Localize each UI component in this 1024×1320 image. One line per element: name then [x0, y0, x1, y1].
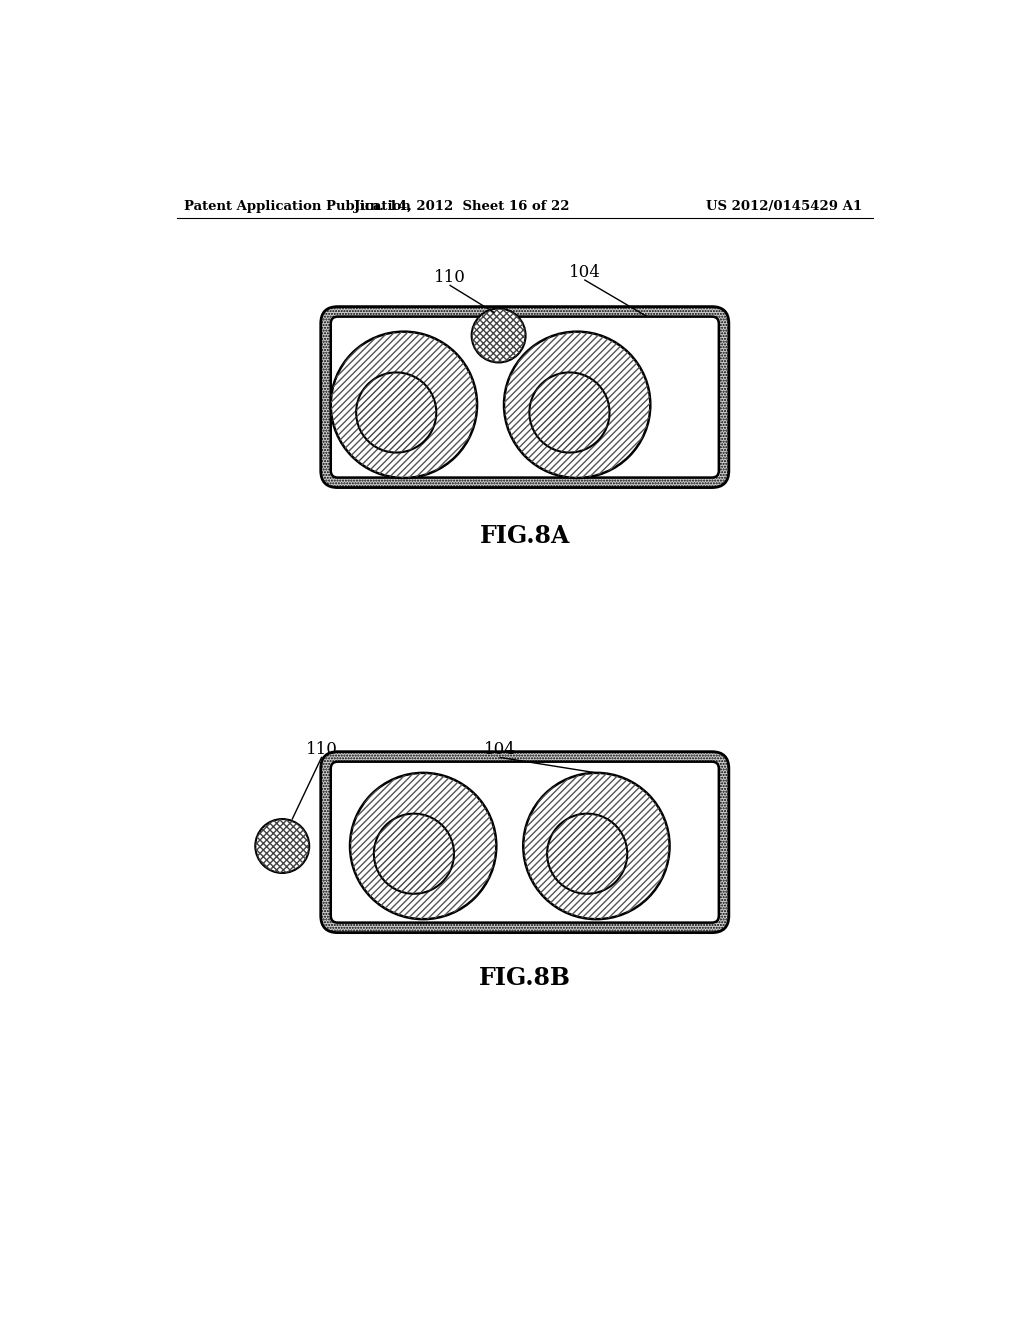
Circle shape	[331, 331, 477, 478]
Text: FIG.8B: FIG.8B	[479, 966, 570, 990]
FancyBboxPatch shape	[321, 306, 729, 487]
Text: Jun. 14, 2012  Sheet 16 of 22: Jun. 14, 2012 Sheet 16 of 22	[354, 199, 569, 213]
Circle shape	[529, 372, 609, 453]
Text: 110: 110	[305, 742, 338, 758]
Text: Patent Application Publication: Patent Application Publication	[184, 199, 412, 213]
Text: 104: 104	[569, 264, 601, 281]
Circle shape	[523, 774, 670, 919]
Circle shape	[472, 309, 525, 363]
Circle shape	[350, 774, 497, 919]
Circle shape	[547, 813, 628, 894]
Text: US 2012/0145429 A1: US 2012/0145429 A1	[706, 199, 862, 213]
FancyBboxPatch shape	[331, 762, 719, 923]
Circle shape	[356, 372, 436, 453]
Circle shape	[374, 813, 454, 894]
Text: 104: 104	[484, 742, 516, 758]
Text: FIG.8A: FIG.8A	[479, 524, 570, 548]
FancyBboxPatch shape	[321, 751, 729, 933]
Text: 110: 110	[434, 269, 466, 286]
FancyBboxPatch shape	[331, 317, 719, 478]
Circle shape	[255, 818, 309, 873]
Circle shape	[504, 331, 650, 478]
